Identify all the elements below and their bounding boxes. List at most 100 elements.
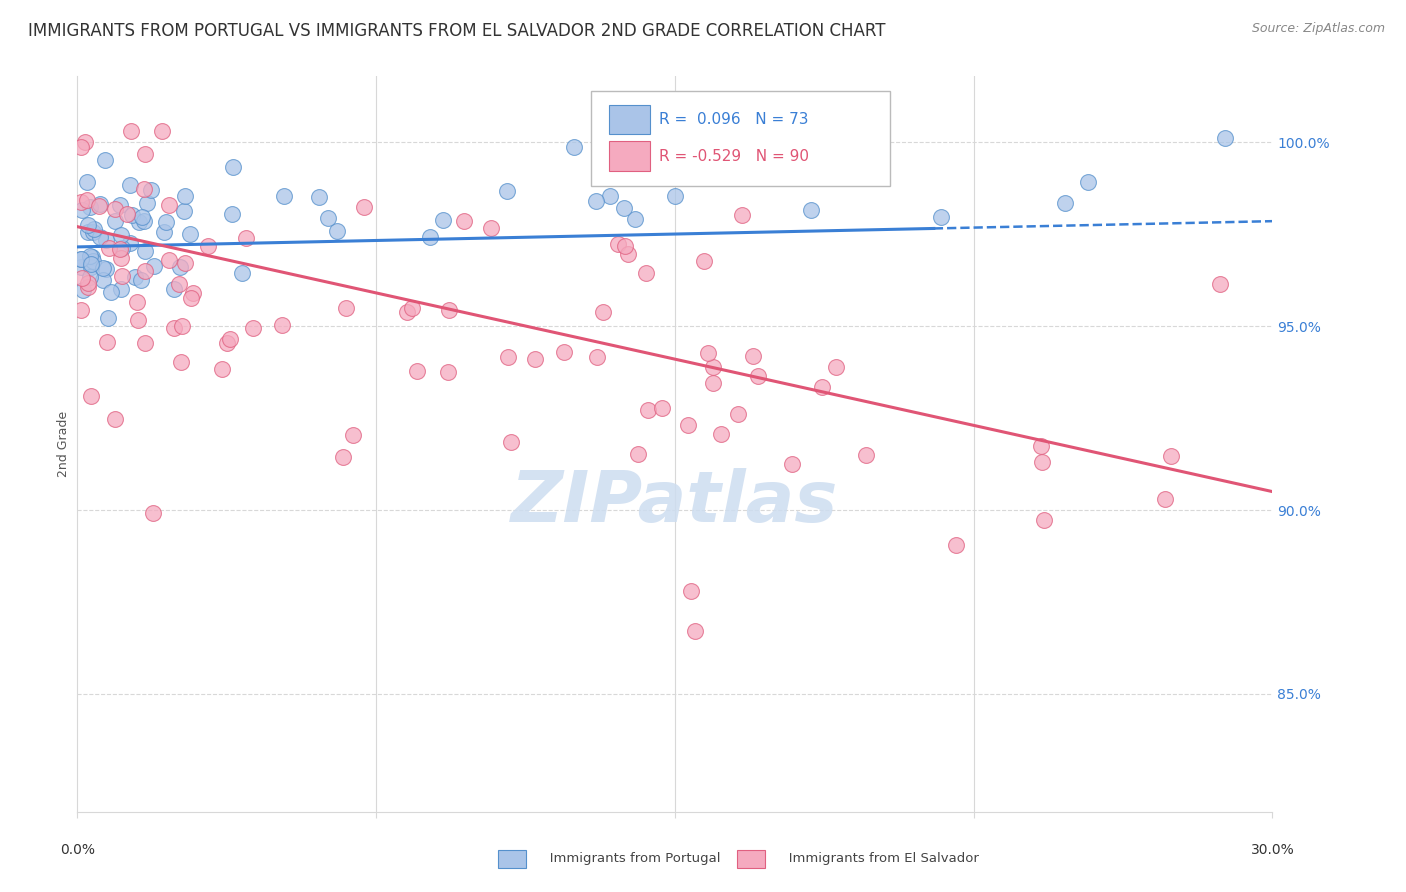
Point — [607, 237, 630, 252]
Point — [1153, 491, 1175, 506]
Point — [479, 220, 502, 235]
Point — [132, 182, 155, 196]
Point — [637, 402, 659, 417]
Text: Source: ZipAtlas.com: Source: ZipAtlas.com — [1251, 22, 1385, 36]
Point — [651, 401, 673, 416]
Point — [108, 198, 131, 212]
Point — [163, 282, 186, 296]
Point — [1160, 450, 1182, 464]
Point — [929, 210, 952, 224]
Point — [174, 189, 197, 203]
Point — [170, 354, 193, 368]
Point — [614, 239, 637, 253]
Point — [70, 252, 93, 267]
Text: R = -0.529   N = 90: R = -0.529 N = 90 — [659, 149, 810, 163]
Text: Immigrants from El Salvador: Immigrants from El Salvador — [759, 852, 979, 864]
Point — [79, 200, 101, 214]
Point — [945, 538, 967, 552]
Point — [453, 213, 475, 227]
Point — [325, 224, 347, 238]
Point — [1213, 131, 1236, 145]
Point — [617, 247, 640, 261]
Point — [134, 264, 156, 278]
Point — [97, 242, 120, 256]
Point — [342, 427, 364, 442]
Point — [120, 124, 142, 138]
Point — [553, 345, 575, 359]
Point — [157, 198, 180, 212]
Point — [127, 313, 149, 327]
Point — [80, 389, 103, 403]
Point — [172, 318, 194, 333]
Point — [221, 207, 243, 221]
Point — [79, 270, 101, 285]
Point — [80, 260, 103, 274]
Point — [496, 185, 519, 199]
Point — [523, 351, 546, 366]
Point — [624, 211, 647, 226]
Point — [72, 283, 94, 297]
Point — [136, 196, 159, 211]
Point — [316, 211, 339, 225]
Point — [128, 214, 150, 228]
Point — [697, 345, 720, 359]
Point — [437, 365, 460, 379]
Point — [811, 380, 834, 394]
Point — [1053, 196, 1076, 211]
Point — [731, 208, 754, 222]
Point — [77, 276, 100, 290]
Point — [134, 335, 156, 350]
Point — [1029, 439, 1052, 453]
Point — [77, 218, 100, 232]
Point — [111, 241, 134, 255]
Point — [395, 305, 418, 319]
Point — [91, 273, 114, 287]
Point — [273, 189, 295, 203]
Point — [76, 193, 98, 207]
Point — [75, 135, 97, 149]
Point — [179, 227, 201, 241]
Point — [111, 268, 134, 283]
Point — [439, 302, 461, 317]
Point — [270, 318, 292, 332]
Point — [80, 250, 103, 264]
Point — [110, 228, 132, 243]
Point — [602, 134, 624, 148]
Point — [683, 624, 706, 639]
Point — [82, 254, 104, 268]
Point — [211, 362, 233, 376]
Point — [613, 202, 636, 216]
Point — [405, 364, 427, 378]
Point — [592, 305, 614, 319]
Point — [72, 271, 94, 285]
Text: 30.0%: 30.0% — [1250, 843, 1295, 857]
FancyBboxPatch shape — [592, 90, 890, 186]
Point — [1031, 455, 1053, 469]
Point — [134, 244, 156, 259]
Point — [104, 202, 127, 217]
Point — [231, 266, 253, 280]
Point — [353, 200, 375, 214]
Text: IMMIGRANTS FROM PORTUGAL VS IMMIGRANTS FROM EL SALVADOR 2ND GRADE CORRELATION CH: IMMIGRANTS FROM PORTUGAL VS IMMIGRANTS F… — [28, 22, 886, 40]
Point — [181, 286, 204, 301]
Text: ZIPatlas: ZIPatlas — [512, 468, 838, 537]
Point — [118, 235, 141, 250]
Text: Immigrants from Portugal: Immigrants from Portugal — [520, 852, 721, 864]
Point — [197, 239, 219, 253]
Point — [174, 256, 197, 270]
Point — [142, 506, 165, 520]
Point — [335, 301, 357, 315]
Point — [129, 272, 152, 286]
Point — [100, 285, 122, 300]
Point — [748, 168, 770, 182]
Point — [308, 190, 330, 204]
Point — [94, 233, 117, 247]
Point — [586, 351, 609, 365]
Point — [180, 291, 202, 305]
Point — [104, 214, 127, 228]
Point — [150, 124, 173, 138]
Point — [800, 203, 823, 218]
Point — [419, 230, 441, 244]
Point — [217, 335, 239, 350]
Point — [124, 269, 146, 284]
